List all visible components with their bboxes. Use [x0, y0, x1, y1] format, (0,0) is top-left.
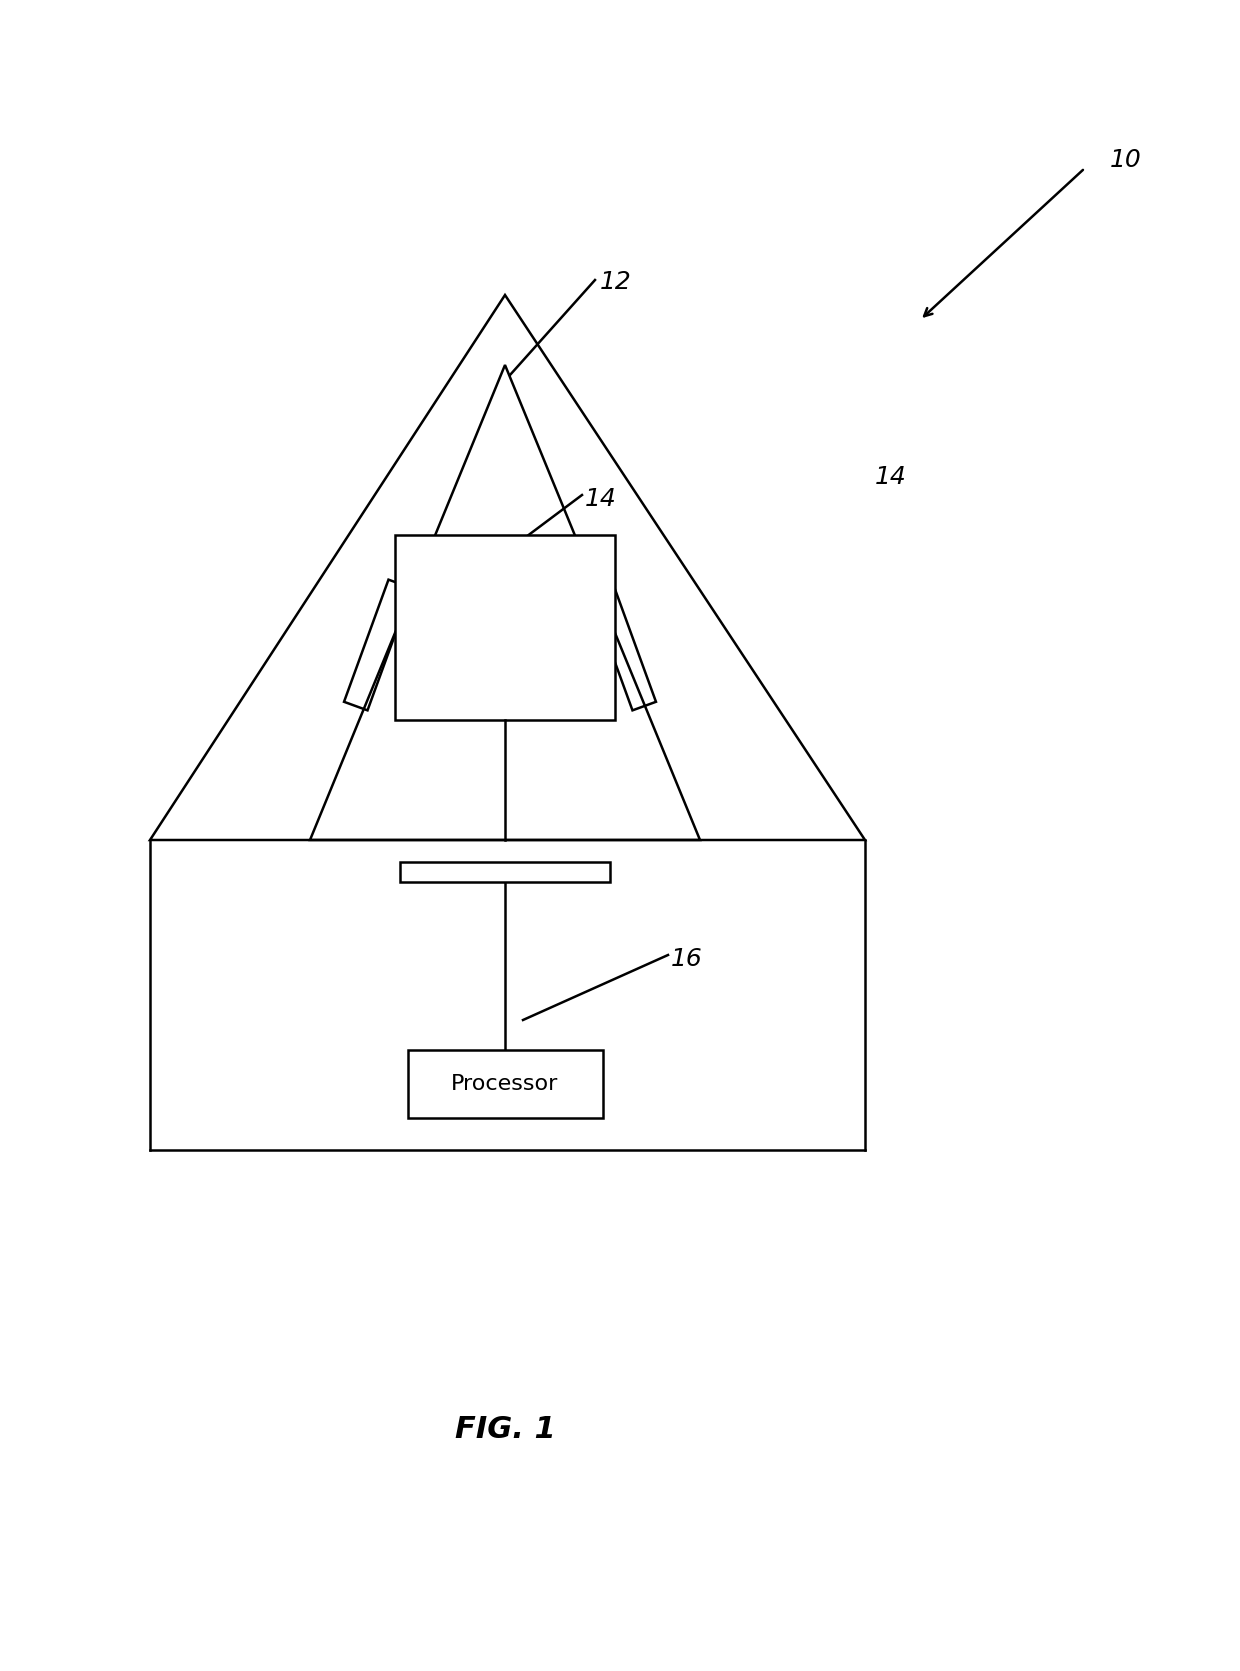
Bar [401, 862, 610, 882]
Bar [343, 580, 412, 710]
Text: 14: 14 [875, 465, 906, 490]
Text: 10: 10 [1110, 149, 1142, 172]
Text: FIG. 1: FIG. 1 [455, 1415, 556, 1444]
Text: Processor: Processor [451, 1074, 559, 1095]
Text: 12: 12 [600, 271, 631, 294]
Bar [588, 580, 656, 710]
Bar [396, 535, 615, 720]
Bar [408, 1049, 603, 1118]
Text: 16: 16 [671, 947, 703, 971]
Text: 14: 14 [585, 486, 616, 511]
